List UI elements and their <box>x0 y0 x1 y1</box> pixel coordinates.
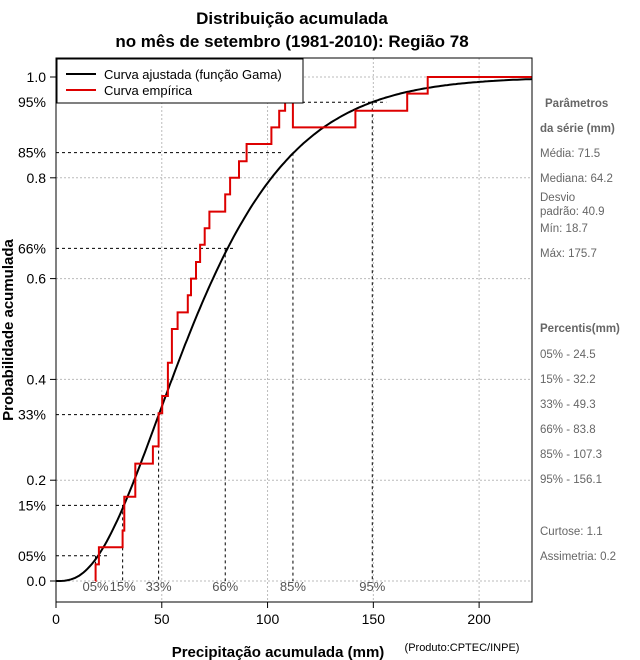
params-title-line1: Parâmetros <box>545 98 608 110</box>
plot-frame <box>55 57 533 603</box>
percentile-x-label: 05% <box>83 579 109 594</box>
percentile-y-label: 85% <box>18 145 46 161</box>
percentil-value: 95% - 156.1 <box>540 474 602 486</box>
percentil-value: 33% - 49.3 <box>540 399 596 411</box>
percentile-y-label: 05% <box>18 548 46 564</box>
moment-value: Curtose: 1.1 <box>540 526 603 538</box>
grid <box>55 58 532 602</box>
percentil-value: 66% - 83.8 <box>540 424 596 436</box>
series <box>56 76 533 582</box>
percentil-value: 85% - 107.3 <box>540 449 602 461</box>
percentile-x-label: 15% <box>110 579 136 594</box>
param-value: Mín: 18.7 <box>540 223 588 235</box>
plot-border <box>55 57 533 603</box>
y-tick-label: 1.0 <box>27 69 47 85</box>
chart-title-line1: Distribuição acumulada <box>196 9 388 28</box>
percentile-y-label: 15% <box>18 497 46 513</box>
y-tick-label: 0.8 <box>27 170 47 186</box>
y-tick-label: 0.4 <box>27 371 47 387</box>
x-axis-title: Precipitação acumulada (mm) <box>172 644 385 660</box>
param-value: Desvio <box>540 192 575 204</box>
legend-box <box>56 58 304 104</box>
percentile-guides <box>56 101 387 581</box>
x-tick-label: 100 <box>256 611 280 627</box>
percentis-title: Percentis(mm) <box>540 323 620 335</box>
y-tick-label: 0.6 <box>27 271 47 287</box>
y-tick-label: 0.2 <box>27 472 47 488</box>
percentile-y-label: 66% <box>18 240 46 256</box>
param-value: Média: 71.5 <box>540 148 600 160</box>
x-tick-label: 150 <box>362 611 386 627</box>
legend-label: Curva ajustada (função Gama) <box>104 67 282 82</box>
y-axis-title: Probabilidade acumulada <box>0 238 17 420</box>
percentile-x-label: 95% <box>359 579 385 594</box>
y-tick-label: 0.0 <box>27 573 47 589</box>
x-tick-label: 50 <box>154 611 170 627</box>
param-value: Máx: 175.7 <box>540 248 597 260</box>
axis-ticks: 0 50 100 150 2000.00.20.40.60.81.005%15%33%6… <box>18 69 491 627</box>
percentile-x-label: 66% <box>212 579 238 594</box>
percentil-value: 05% - 24.5 <box>540 349 596 361</box>
legend: Curva ajustada (função Gama)Curva empíri… <box>56 58 304 104</box>
credit-text: (Produto:CPTEC/INPE) <box>405 642 520 654</box>
legend-label: Curva empírica <box>104 83 193 98</box>
chart-title-line2: no mês de setembro (1981-2010): Região 7… <box>115 32 468 51</box>
percentile-y-label: 95% <box>18 94 46 110</box>
x-tick-label: 0 <box>52 611 60 627</box>
percentile-y-label: 33% <box>18 407 46 423</box>
param-value: padrão: 40.9 <box>540 206 605 218</box>
percentil-value: 15% - 32.2 <box>540 374 596 386</box>
labels: 05% 15% 33% 66% 85% 95%Distribuição acumulada… <box>0 9 519 660</box>
x-tick-label: 200 <box>467 611 491 627</box>
stats-panel: Parâmetros da série (mm) Média: 71.5 Median… <box>540 98 620 563</box>
percentile-x-label: 33% <box>146 579 172 594</box>
param-value: Mediana: 64.2 <box>540 173 613 185</box>
fitted-gamma-curve <box>56 78 533 582</box>
empirical-step-curve <box>94 76 532 582</box>
moment-value: Assimetria: 0.2 <box>540 551 616 563</box>
percentile-x-label: 85% <box>280 579 306 594</box>
params-title-line2: da série (mm) <box>540 123 615 135</box>
